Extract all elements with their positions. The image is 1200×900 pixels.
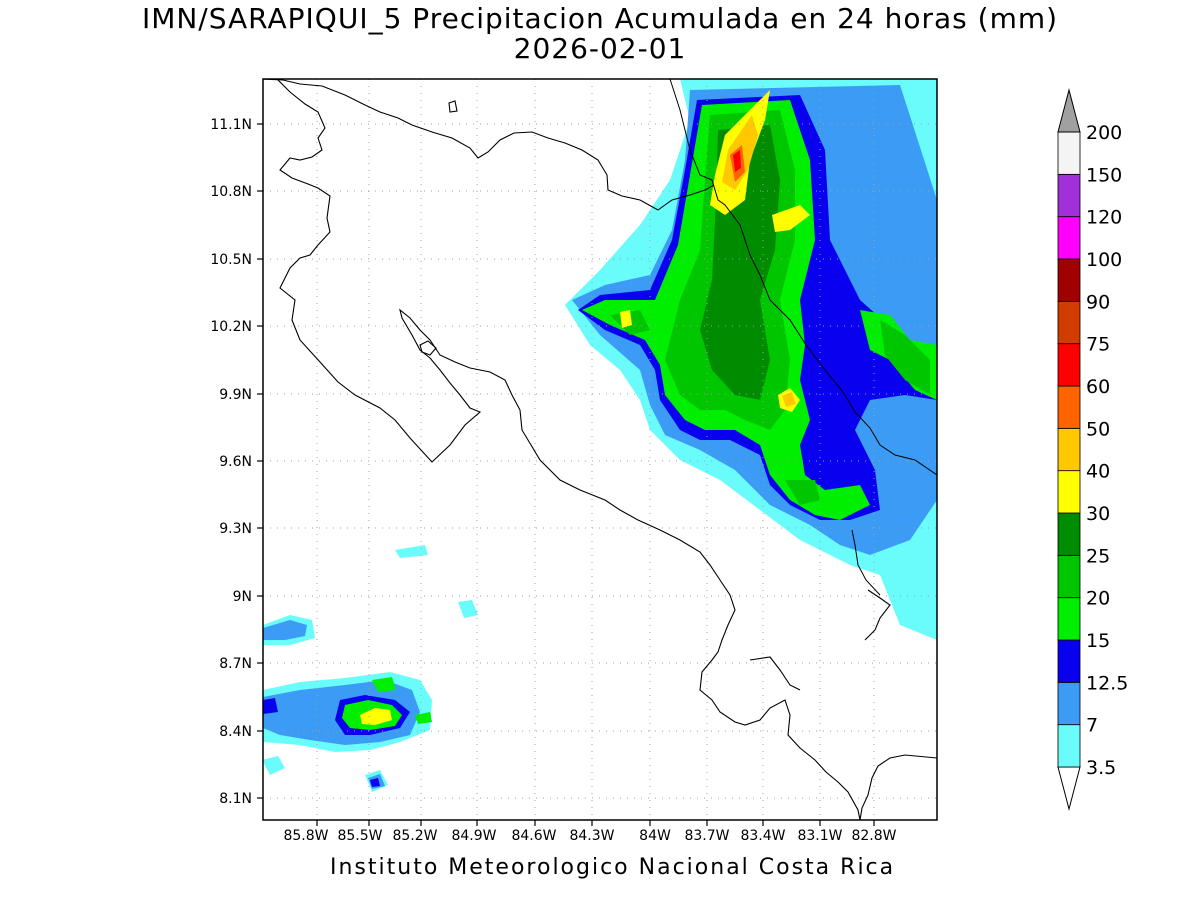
- lon-tick: 84.6W: [511, 828, 556, 844]
- lat-tick: 8.7N: [219, 656, 252, 672]
- legend-label: 25: [1086, 545, 1110, 567]
- legend-label: 150: [1086, 164, 1122, 186]
- lon-tick: 83.1W: [797, 828, 842, 844]
- latitude-labels: 11.1N 10.8N 10.5N 10.2N 9.9N 9.6N 9.3N 9…: [210, 117, 252, 807]
- legend-label: 100: [1086, 249, 1122, 271]
- legend-swatch: [1057, 427, 1081, 472]
- legend-label: 60: [1086, 376, 1110, 398]
- rain-area-60: [733, 150, 741, 172]
- legend-label: 50: [1086, 418, 1110, 440]
- lat-tick: 10.5N: [210, 252, 252, 268]
- legend-label: 20: [1086, 588, 1110, 610]
- coastlines: [263, 79, 937, 820]
- lat-tick: 9N: [233, 589, 252, 605]
- legend-swatch: [1057, 724, 1081, 768]
- legend-label: 12.5: [1086, 672, 1128, 694]
- lon-tick: 85.2W: [392, 828, 437, 844]
- map-date: 2026-02-01: [513, 32, 687, 65]
- lat-tick: 9.6N: [219, 454, 252, 470]
- longitude-labels: 85.8W 85.5W 85.2W 84.9W 84.6W 84.3W 84W …: [283, 828, 896, 844]
- lat-tick: 9.9N: [219, 387, 252, 403]
- legend-label: 40: [1086, 461, 1110, 483]
- legend-swatch: [1057, 639, 1081, 683]
- lon-tick: 84.3W: [569, 828, 614, 844]
- legend-label: 75: [1086, 334, 1110, 356]
- borders: [657, 79, 937, 596]
- rain-area-sw-3_5: [263, 545, 478, 792]
- legend-swatch: [1057, 131, 1081, 175]
- lat-tick: 11.1N: [210, 117, 252, 133]
- legend-arrow-low: [1057, 766, 1081, 811]
- legend-swatch: [1057, 173, 1081, 218]
- lon-tick: 83.4W: [740, 828, 785, 844]
- legend-swatch: [1057, 512, 1081, 556]
- lon-tick: 85.8W: [283, 828, 328, 844]
- lat-tick: 10.2N: [210, 319, 252, 335]
- legend-swatch: [1057, 300, 1081, 345]
- lon-tick: 82.8W: [851, 828, 896, 844]
- legend-arrow-high: [1057, 88, 1081, 133]
- lat-tick: 8.1N: [219, 791, 252, 807]
- rain-area-20: [610, 110, 930, 505]
- lon-tick: 84W: [639, 828, 671, 844]
- lon-tick: 83.7W: [684, 828, 729, 844]
- legend-label: 15: [1086, 630, 1110, 652]
- lat-tick: 10.8N: [210, 184, 252, 200]
- legend-swatch: [1057, 681, 1081, 726]
- legend-swatch: [1057, 258, 1081, 302]
- rain-area-sw-30: [360, 708, 392, 725]
- precipitation-legend: 3.5 7 12.5 15 20 25 30 40 50 60 75 90 100 120 150 200: [1057, 88, 1128, 811]
- legend-swatch: [1057, 216, 1081, 260]
- precipitation-field: [263, 79, 937, 792]
- legend-label: 7: [1086, 715, 1098, 737]
- legend-swatch: [1057, 554, 1081, 599]
- lon-tick: 84.9W: [451, 828, 496, 844]
- lon-tick: 85.5W: [337, 828, 382, 844]
- tick-marks: [257, 123, 875, 826]
- credit-text: Instituto Meteorologico Nacional Costa R…: [330, 855, 896, 880]
- map-grid: [263, 79, 937, 820]
- map-title: IMN/SARAPIQUI_5 Precipitacion Acumulada …: [141, 2, 1059, 35]
- legend-swatch: [1057, 597, 1081, 641]
- legend-label: 200: [1086, 122, 1122, 144]
- legend-label: 3.5: [1086, 757, 1116, 779]
- legend-label: 120: [1086, 207, 1122, 229]
- lat-tick: 8.4N: [219, 724, 252, 740]
- lat-tick: 9.3N: [219, 521, 252, 537]
- legend-label: 30: [1086, 503, 1110, 525]
- legend-swatch: [1057, 470, 1081, 514]
- legend-swatch: [1057, 343, 1081, 387]
- legend-label: 90: [1086, 291, 1110, 313]
- legend-swatch: [1057, 385, 1081, 429]
- map-frame: [262, 78, 938, 821]
